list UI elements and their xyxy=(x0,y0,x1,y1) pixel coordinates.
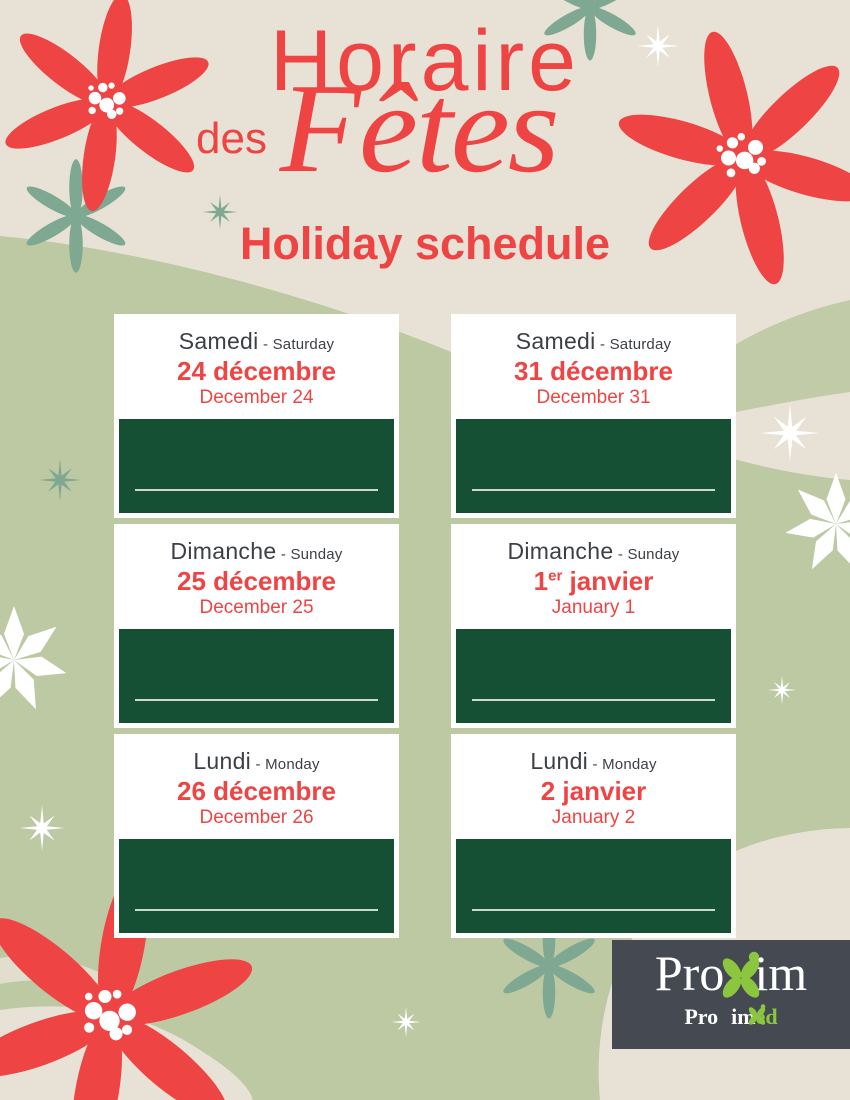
date-en: December 25 xyxy=(199,597,314,619)
schedule-row: Samedi - Saturday 24 décembre December 2… xyxy=(114,314,736,518)
title-des: des xyxy=(196,114,267,163)
date-fr: 25 décembre xyxy=(177,565,336,596)
title-holiday-schedule: Holiday schedule xyxy=(239,218,611,269)
day-line: Lundi - Monday xyxy=(123,747,390,774)
butterfly-x-small-icon xyxy=(748,1004,766,1025)
date-fr: 31 décembre xyxy=(514,356,673,386)
card-header: Lundi - Monday 26 décembre December 26 xyxy=(119,738,394,839)
poster-title-block: Horaire des Fêtes Holiday schedule xyxy=(0,18,850,270)
title-script-row: des Fêtes xyxy=(0,64,850,218)
butterfly-x-icon xyxy=(722,951,760,998)
date-en: December 31 xyxy=(536,387,651,409)
schedule-card[interactable]: Dimanche - Sunday 1er janvier January 1 xyxy=(451,523,736,728)
date-en: January 1 xyxy=(551,597,636,619)
hours-fill-area[interactable] xyxy=(119,838,394,933)
logo-wordmark: Pro im xyxy=(612,948,850,998)
hours-fill-area[interactable] xyxy=(119,628,394,723)
title-fetes: Fêtes xyxy=(279,57,560,199)
day-name-fr: Lundi xyxy=(530,747,589,774)
day-name-en: - Monday xyxy=(592,755,657,773)
write-line xyxy=(135,698,378,701)
date-en: December 26 xyxy=(199,806,314,828)
write-line xyxy=(472,698,715,701)
card-header: Dimanche - Sunday 1er janvier January 1 xyxy=(456,528,731,629)
date-fr: 26 décembre xyxy=(177,775,336,806)
date-fr: 24 décembre xyxy=(177,356,336,386)
card-header: Dimanche - Sunday 25 décembre December 2… xyxy=(119,528,394,629)
write-line xyxy=(472,908,715,911)
schedule-card[interactable]: Lundi - Monday 2 janvier January 2 xyxy=(451,733,736,938)
write-line xyxy=(135,488,378,491)
write-line xyxy=(472,488,715,491)
logo-subwordmark: Pro imed xyxy=(612,1006,850,1028)
schedule-grid: Samedi - Saturday 24 décembre December 2… xyxy=(114,314,736,944)
card-header: Samedi - Saturday 31 décembre December 3… xyxy=(456,319,731,419)
day-line: Lundi - Monday xyxy=(460,747,727,774)
day-name-en: - Sunday xyxy=(617,545,680,563)
schedule-card[interactable]: Samedi - Saturday 24 décembre December 2… xyxy=(114,314,399,518)
logo-name-part1: Pro xyxy=(654,945,725,1001)
day-line: Samedi - Saturday xyxy=(460,330,727,353)
hours-fill-area[interactable] xyxy=(456,418,731,513)
hours-fill-area[interactable] xyxy=(119,418,394,513)
schedule-row: Dimanche - Sunday 25 décembre December 2… xyxy=(114,523,736,728)
hours-fill-area[interactable] xyxy=(456,628,731,723)
day-name-en: - Saturday xyxy=(263,336,335,353)
day-line: Dimanche - Sunday xyxy=(123,537,390,564)
title-horaire: Horaire xyxy=(270,13,580,109)
day-name-en: - Saturday xyxy=(600,336,672,353)
day-name-fr: Dimanche xyxy=(170,537,277,564)
schedule-card[interactable]: Samedi - Saturday 31 décembre December 3… xyxy=(451,314,736,518)
day-name-fr: Dimanche xyxy=(507,537,614,564)
date-ordinal: er xyxy=(548,567,563,585)
schedule-row: Lundi - Monday 26 décembre December 26 L… xyxy=(114,733,736,938)
day-line: Samedi - Saturday xyxy=(123,330,390,353)
date-month: janvier xyxy=(562,565,654,596)
date-en: December 24 xyxy=(199,387,314,409)
logo-name-part2: im xyxy=(754,945,808,1001)
day-name-en: - Monday xyxy=(255,755,320,773)
card-header: Lundi - Monday 2 janvier January 2 xyxy=(456,738,731,839)
date-fr: 2 janvier xyxy=(540,775,647,806)
logo-sub-part1: Pro xyxy=(684,1004,719,1029)
proxim-logo[interactable]: Pro im Pro imed xyxy=(612,940,850,1049)
date-number: 1 xyxy=(533,565,549,596)
day-name-fr: Lundi xyxy=(193,747,252,774)
card-header: Samedi - Saturday 24 décembre December 2… xyxy=(119,319,394,419)
day-name-fr: Samedi xyxy=(515,328,596,354)
schedule-card[interactable]: Dimanche - Sunday 25 décembre December 2… xyxy=(114,523,399,728)
day-line: Dimanche - Sunday xyxy=(460,537,727,564)
date-en: January 2 xyxy=(551,806,636,828)
schedule-card[interactable]: Lundi - Monday 26 décembre December 26 xyxy=(114,733,399,938)
day-name-en: - Sunday xyxy=(280,545,343,563)
date-fr: 1er janvier xyxy=(460,565,727,596)
hours-fill-area[interactable] xyxy=(456,838,731,933)
write-line xyxy=(135,908,378,911)
day-name-fr: Samedi xyxy=(178,328,259,354)
